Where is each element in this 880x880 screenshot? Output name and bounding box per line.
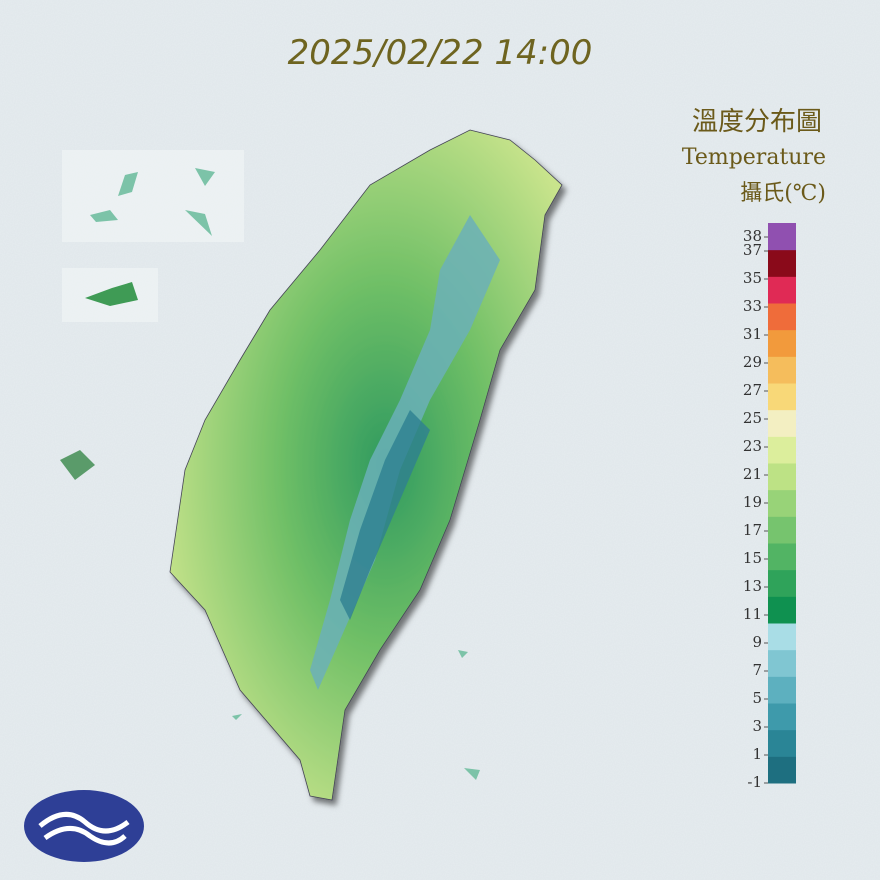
color-band [768,409,796,437]
outlying-islands [60,150,480,780]
tick-label: 9 [752,633,762,651]
tick-label: 25 [743,409,762,427]
tick-label: 17 [743,521,762,539]
color-band [768,623,796,651]
tick-label: 23 [743,437,762,455]
tick-label: 13 [743,577,762,595]
tick-label: 29 [743,353,762,371]
color-band [768,223,796,251]
tick-label: 31 [743,325,762,343]
color-band [768,649,796,677]
color-band [768,756,796,784]
color-band [768,436,796,464]
color-band [768,729,796,757]
color-band [768,383,796,411]
color-band [768,463,796,491]
color-band [768,329,796,357]
tick-label: 1 [752,745,762,763]
tick-label: 38 [743,227,762,245]
tick-label: 35 [743,269,762,287]
tick-label: 5 [752,689,762,707]
color-band [768,703,796,731]
map-title: 2025/02/22 14:00 [288,33,593,73]
tick-label: 21 [743,465,762,483]
taiwan [169,129,563,801]
tick-label: 3 [752,717,762,735]
color-band [768,569,796,597]
tick-label: 19 [743,493,762,511]
color-band [768,676,796,704]
legend-subtitle: Temperature [682,145,826,170]
legend-title: 溫度分布圖 [692,107,822,137]
tick-label: 7 [752,661,762,679]
color-band [768,516,796,544]
color-band [768,249,796,277]
color-band [768,543,796,571]
tick-label: 15 [743,549,762,567]
tick-label: 37 [743,241,762,259]
legend-unit: 攝氏(℃) [740,181,826,206]
logo [24,790,144,862]
tick-label: 33 [743,297,762,315]
color-band [768,356,796,384]
color-band [768,276,796,304]
tick-label: -1 [747,773,762,791]
color-band [768,489,796,517]
color-band [768,303,796,331]
color-band [768,596,796,624]
tick-label: 27 [743,381,762,399]
legend: 溫度分布圖 Temperature 攝氏(℃) [682,107,826,206]
tick-label: 11 [743,605,762,623]
